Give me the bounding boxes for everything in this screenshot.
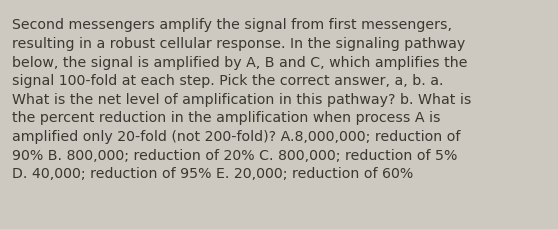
- Text: Second messengers amplify the signal from first messengers,
resulting in a robus: Second messengers amplify the signal fro…: [12, 18, 472, 181]
